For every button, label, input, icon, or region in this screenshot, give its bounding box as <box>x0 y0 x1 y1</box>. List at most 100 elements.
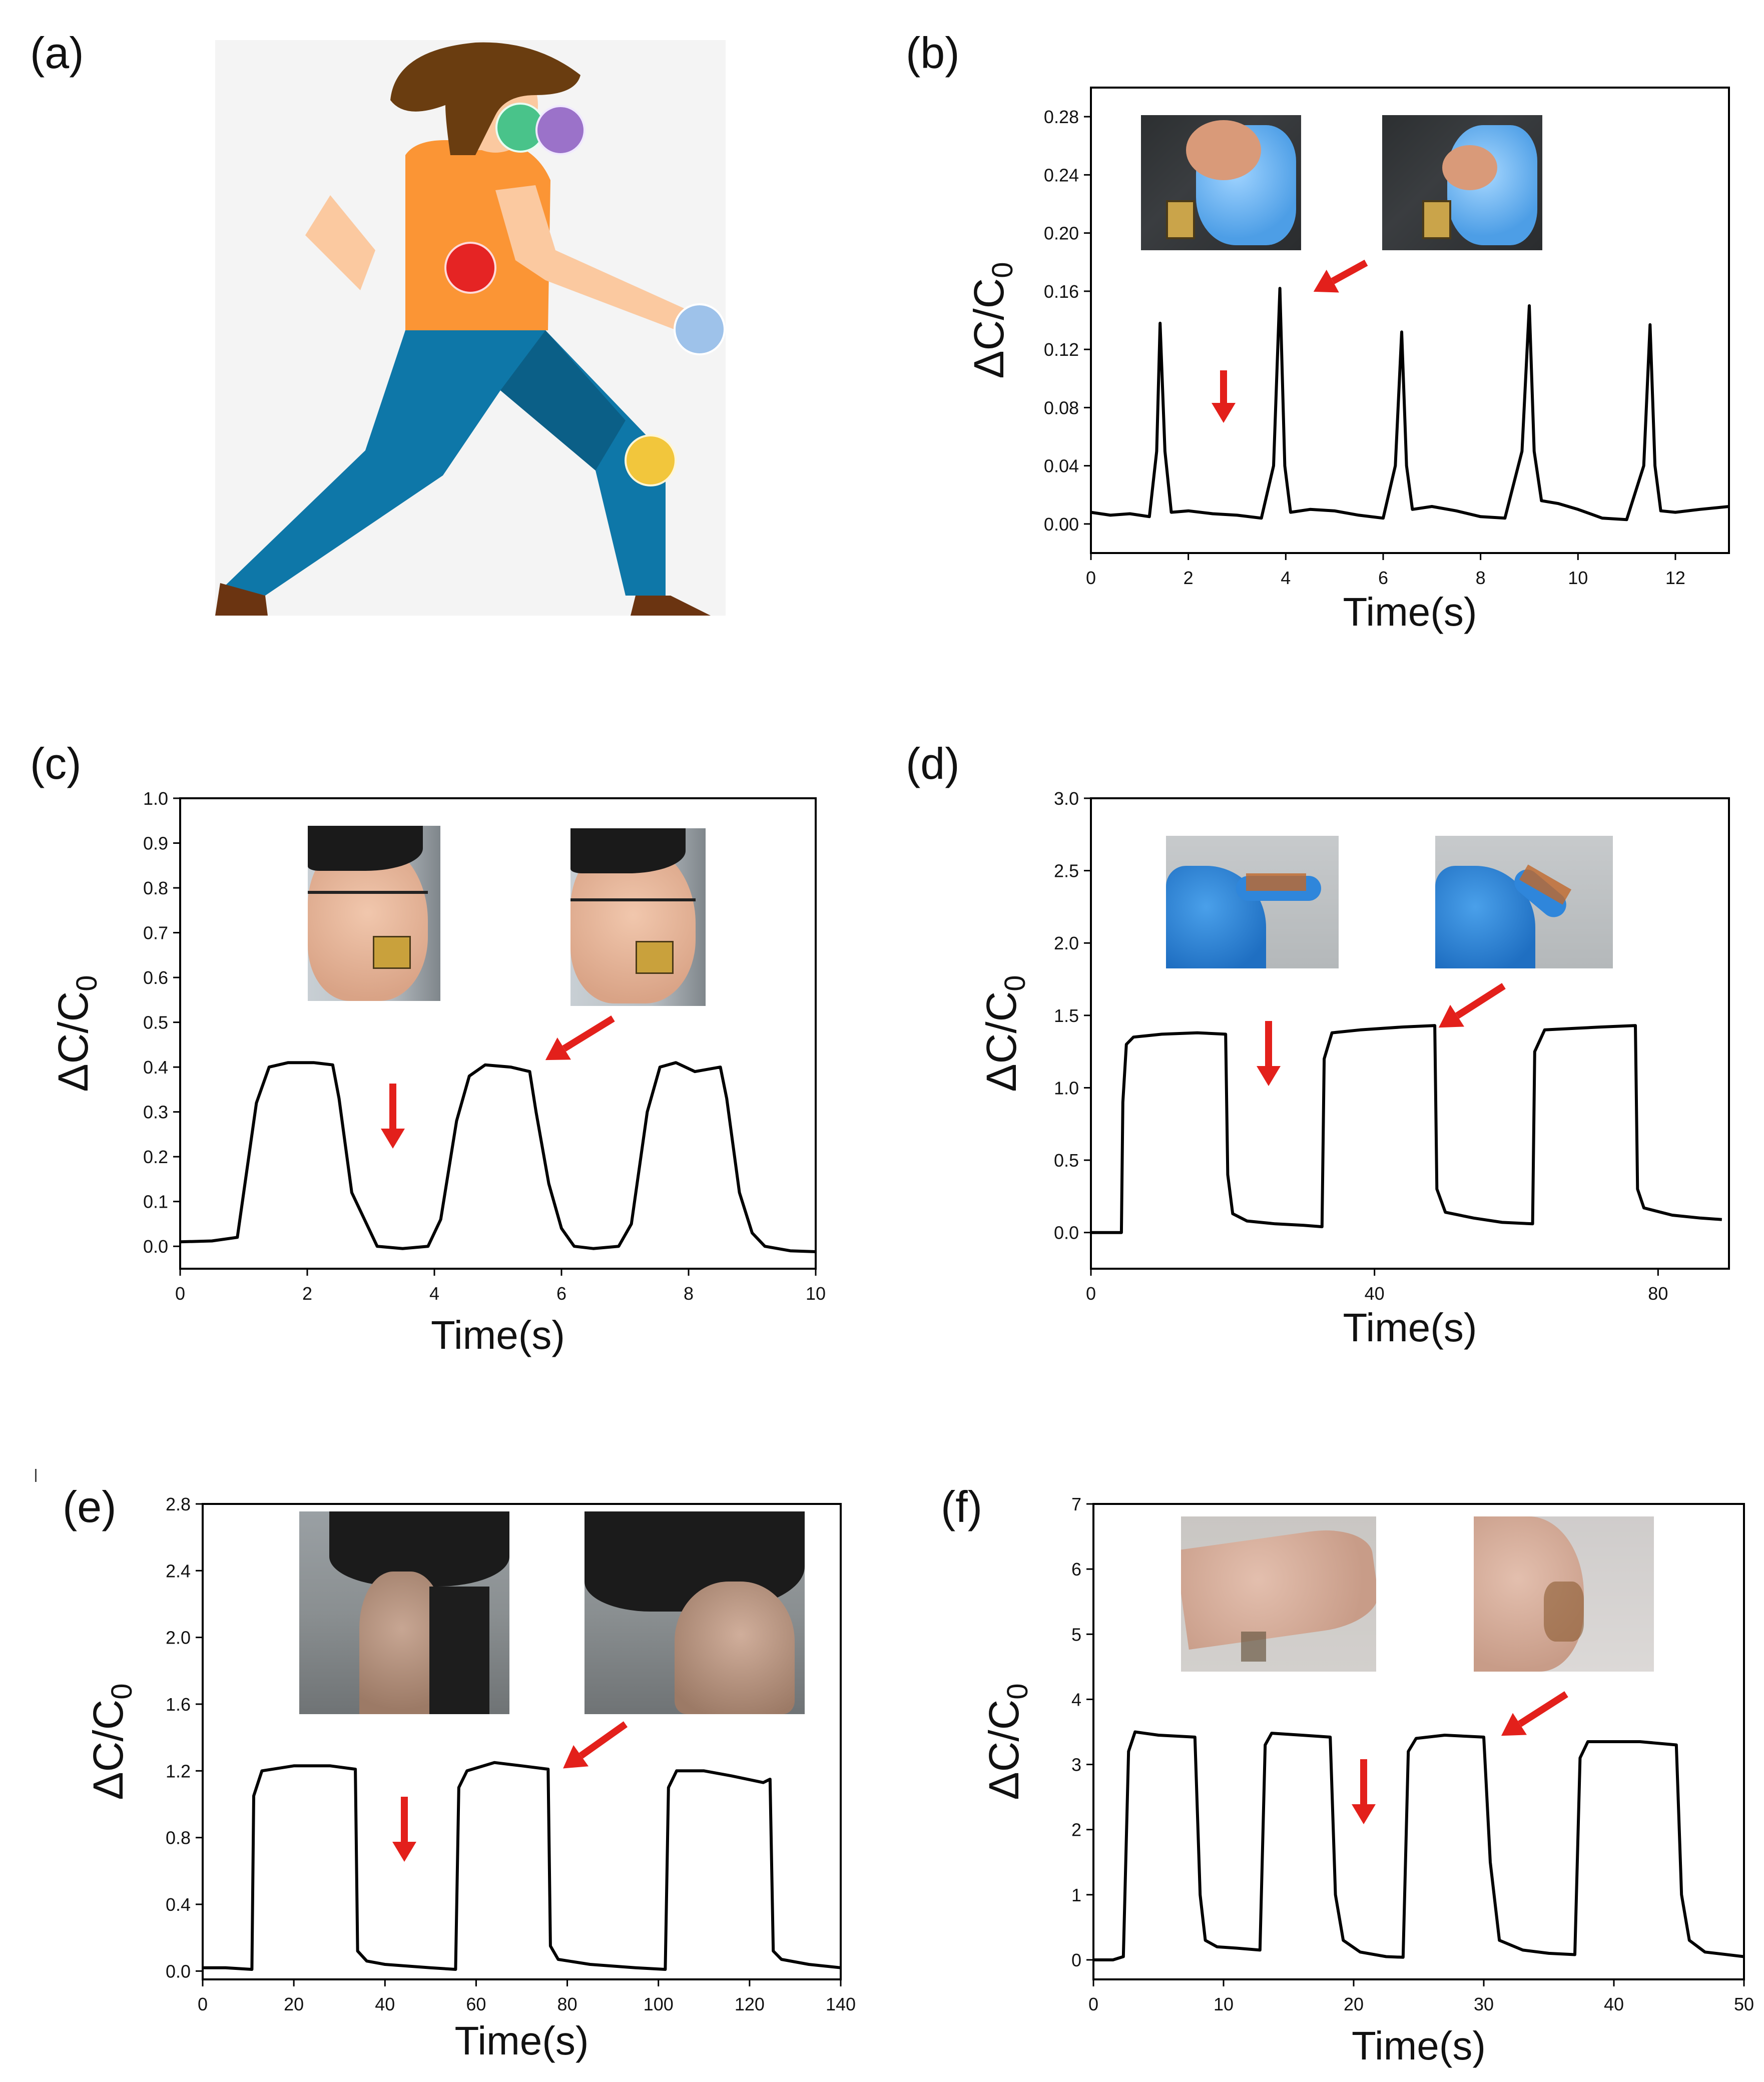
y-axis-label-subscript: 0 <box>71 975 103 991</box>
panel-label-d: (d) <box>906 739 960 788</box>
x-tick-label-c: 8 <box>684 1283 694 1304</box>
y-tick-label-e: 2.4 <box>166 1560 191 1581</box>
photo-finger-bend-2 <box>1435 836 1613 968</box>
x-axis-label-f: Time(s) <box>1352 2023 1486 2068</box>
x-tick-label-c: 4 <box>429 1283 439 1304</box>
x-tick-label-c: 6 <box>556 1283 566 1304</box>
y-axis-label-b: ΔC/C0 <box>965 262 1019 378</box>
photo-knee-2 <box>584 1511 805 1714</box>
x-axis-label-e: Time(s) <box>454 2018 589 2063</box>
x-tick-label-b: 0 <box>1086 568 1096 588</box>
panel-label-b: (b) <box>906 28 960 78</box>
release-down-arrow-head <box>381 1129 405 1149</box>
panel-label-c: (c) <box>30 739 82 788</box>
y-axis-label-c: ΔC/C0 <box>50 975 103 1092</box>
x-tick-label-b: 8 <box>1476 568 1486 588</box>
x-tick-label-e: 0 <box>198 1994 208 2014</box>
bend-diagonal-arrow-head <box>563 1745 589 1769</box>
y-tick-label-c: 0.3 <box>143 1102 168 1123</box>
y-axis-label-subscript: 0 <box>1001 1683 1034 1699</box>
y-axis-label-subscript: 0 <box>986 262 1019 278</box>
person-running-illustration <box>215 40 726 616</box>
y-tick-label-d: 1.0 <box>1054 1078 1079 1098</box>
y-tick-label-c: 0.6 <box>143 967 168 988</box>
y-tick-label-c: 0.8 <box>143 878 168 898</box>
y-tick-label-d: 0.0 <box>1054 1223 1079 1243</box>
bend-diagonal-arrow <box>1518 1691 1568 1727</box>
y-axis-label-main: ΔC/C <box>978 991 1025 1092</box>
y-tick-label-f: 5 <box>1071 1624 1081 1645</box>
photo-elbow-1 <box>1181 1516 1376 1672</box>
shirt <box>405 140 550 330</box>
release-down-arrow-head <box>1257 1066 1281 1086</box>
sensor-dot-icon <box>625 434 677 486</box>
bend-diagonal-arrow <box>1455 983 1506 1019</box>
y-axis-label-subscript: 0 <box>106 1683 138 1699</box>
shoe-right <box>631 596 711 616</box>
x-tick-label-f: 50 <box>1734 1994 1754 2014</box>
y-tick-label-b: 0.12 <box>1044 339 1079 360</box>
y-tick-label-c: 0.2 <box>143 1147 168 1167</box>
y-tick-label-b: 0.08 <box>1044 397 1079 418</box>
y-axis-label-main: ΔC/C <box>50 991 97 1092</box>
x-tick-label-e: 120 <box>735 1994 765 2014</box>
series-line-f <box>1093 1730 1744 1961</box>
stray-mark <box>35 1469 37 1482</box>
x-tick-label-b: 4 <box>1281 568 1291 588</box>
bend-diagonal-arrow <box>578 1721 628 1759</box>
y-tick-label-d: 2.0 <box>1054 933 1079 953</box>
x-tick-label-e: 100 <box>644 1994 674 2014</box>
y-tick-label-e: 1.6 <box>166 1694 191 1715</box>
x-tick-label-d: 40 <box>1365 1283 1385 1304</box>
y-tick-label-f: 4 <box>1071 1689 1081 1710</box>
plot-frame-e <box>202 1503 842 1980</box>
series-line-d <box>1091 1024 1722 1234</box>
x-tick-label-c: 10 <box>806 1283 826 1304</box>
x-tick-label-f: 10 <box>1214 1994 1234 2014</box>
release-down-arrow-head <box>1212 403 1236 423</box>
y-tick-label-e: 2.8 <box>166 1494 191 1514</box>
y-tick-label-b: 0.16 <box>1044 281 1079 302</box>
y-tick-label-e: 2.0 <box>166 1628 191 1648</box>
x-tick-label-d: 80 <box>1648 1283 1668 1304</box>
x-axis-label-c: Time(s) <box>431 1313 565 1357</box>
x-tick-label-d: 0 <box>1086 1283 1096 1304</box>
x-tick-label-c: 2 <box>302 1283 312 1304</box>
x-tick-label-e: 20 <box>284 1994 304 2014</box>
bend-diagonal-arrow <box>1331 259 1368 284</box>
release-down-arrow-head <box>1352 1804 1376 1824</box>
sensor-dot-icon <box>444 242 496 294</box>
y-tick-label-b: 0.24 <box>1044 165 1079 185</box>
y-tick-label-f: 1 <box>1071 1885 1081 1905</box>
y-tick-label-f: 6 <box>1071 1559 1081 1580</box>
panel-label-f: (f) <box>941 1482 983 1531</box>
photo-bend-glove-2 <box>1382 115 1542 250</box>
y-tick-label-c: 0.0 <box>143 1236 168 1257</box>
y-tick-label-c: 1.0 <box>143 788 168 809</box>
shoe-left <box>215 583 268 616</box>
y-tick-label-d: 1.5 <box>1054 1005 1079 1026</box>
y-tick-label-c: 0.7 <box>143 923 168 943</box>
pants-shade <box>500 330 626 470</box>
x-tick-label-f: 40 <box>1604 1994 1624 2014</box>
y-tick-label-e: 0.0 <box>166 1961 191 1981</box>
x-tick-label-f: 0 <box>1088 1994 1098 2014</box>
back-arm <box>305 195 375 290</box>
x-axis-label-d: Time(s) <box>1343 1305 1477 1350</box>
photo-knee-1 <box>299 1511 509 1714</box>
series-line-b <box>1090 287 1729 522</box>
bend-diagonal-arrow-head <box>1313 269 1339 293</box>
y-axis-label-main: ΔC/C <box>980 1700 1027 1800</box>
y-axis-label-main: ΔC/C <box>965 278 1012 379</box>
y-tick-label-b: 0.20 <box>1044 223 1079 244</box>
series-line-e <box>203 1761 841 1971</box>
x-tick-label-b: 2 <box>1184 568 1194 588</box>
y-tick-label-c: 0.9 <box>143 833 168 854</box>
plot-frame-c <box>179 797 817 1270</box>
plot-frame-d <box>1090 797 1730 1270</box>
photo-elbow-2 <box>1474 1516 1654 1672</box>
y-tick-label-c: 0.1 <box>143 1192 168 1212</box>
bend-diagonal-arrow-head <box>1501 1713 1527 1736</box>
sensor-dot-icon <box>535 105 585 155</box>
